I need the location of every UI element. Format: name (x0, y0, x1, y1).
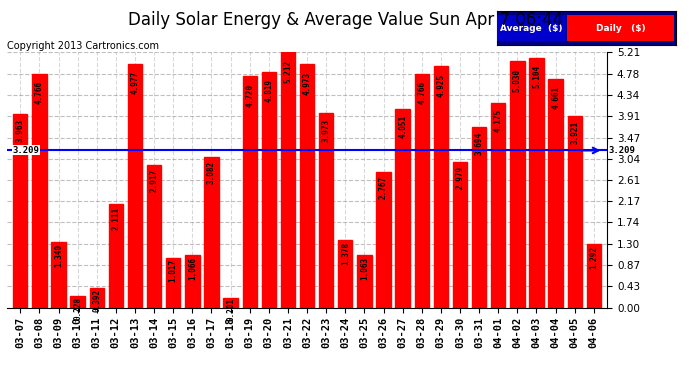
Bar (510, 61, 524, 308)
Bar (224, 298, 238, 307)
Bar (128, 64, 142, 308)
Text: 4.175: 4.175 (494, 109, 503, 132)
Bar (51, 242, 66, 308)
Bar (395, 109, 410, 307)
Bar (319, 113, 333, 308)
Bar (586, 244, 601, 308)
Text: 2.767: 2.767 (379, 176, 388, 199)
Text: 0.392: 0.392 (92, 289, 101, 312)
Text: 1.066: 1.066 (188, 257, 197, 280)
Text: Average  ($): Average ($) (500, 24, 563, 33)
Bar (262, 72, 276, 308)
Text: 3.973: 3.973 (322, 119, 331, 142)
Text: Daily   ($): Daily ($) (595, 24, 645, 33)
Text: 1.017: 1.017 (169, 259, 178, 282)
Text: 2.111: 2.111 (111, 207, 120, 230)
Text: Daily Solar Energy & Average Value Sun Apr 7 06:44: Daily Solar Energy & Average Value Sun A… (128, 11, 562, 29)
Text: 4.661: 4.661 (551, 86, 560, 109)
Text: 4.051: 4.051 (398, 115, 407, 138)
Bar (376, 172, 391, 308)
Text: 4.819: 4.819 (264, 79, 273, 102)
Bar (70, 296, 85, 307)
Text: 4.977: 4.977 (130, 71, 139, 94)
Text: 5.030: 5.030 (513, 69, 522, 92)
Bar (300, 64, 314, 308)
Text: 3.209: 3.209 (609, 146, 635, 155)
Text: 3.921: 3.921 (570, 122, 579, 144)
Text: 4.973: 4.973 (302, 71, 312, 94)
Text: 4.766: 4.766 (417, 81, 426, 104)
Bar (90, 288, 104, 308)
Text: 3.694: 3.694 (475, 132, 484, 155)
Bar (166, 258, 180, 307)
Bar (242, 76, 257, 308)
Text: 1.292: 1.292 (589, 246, 598, 269)
Text: 0.201: 0.201 (226, 298, 235, 321)
Bar (568, 116, 582, 308)
Text: 2.917: 2.917 (150, 169, 159, 192)
Text: 5.104: 5.104 (532, 65, 541, 88)
Bar (338, 240, 353, 308)
Text: Copyright 2013 Cartronics.com: Copyright 2013 Cartronics.com (7, 41, 159, 51)
Bar (357, 255, 372, 308)
Bar (281, 53, 295, 308)
Bar (549, 80, 563, 308)
Bar (13, 114, 28, 308)
Bar (204, 157, 219, 308)
Text: 1.063: 1.063 (360, 257, 369, 280)
Bar (415, 74, 429, 307)
Bar (32, 74, 46, 307)
Bar (185, 255, 199, 308)
Text: 5.212: 5.212 (284, 60, 293, 83)
Text: 1.378: 1.378 (341, 242, 350, 265)
Text: 0.228: 0.228 (73, 297, 82, 320)
Text: 4.925: 4.925 (436, 74, 445, 97)
Bar (434, 66, 448, 308)
Text: 1.340: 1.340 (54, 244, 63, 267)
Text: 4.720: 4.720 (245, 83, 254, 106)
Bar (147, 165, 161, 308)
Bar (109, 204, 123, 308)
Text: 3.082: 3.082 (207, 161, 216, 184)
Bar (453, 162, 467, 308)
Text: 3.209: 3.209 (12, 146, 39, 155)
Text: 4.766: 4.766 (35, 81, 44, 104)
Bar (491, 103, 505, 308)
Text: 2.979: 2.979 (455, 166, 464, 189)
Text: 3.963: 3.963 (16, 119, 25, 142)
Bar (529, 58, 544, 308)
Bar (472, 127, 486, 308)
